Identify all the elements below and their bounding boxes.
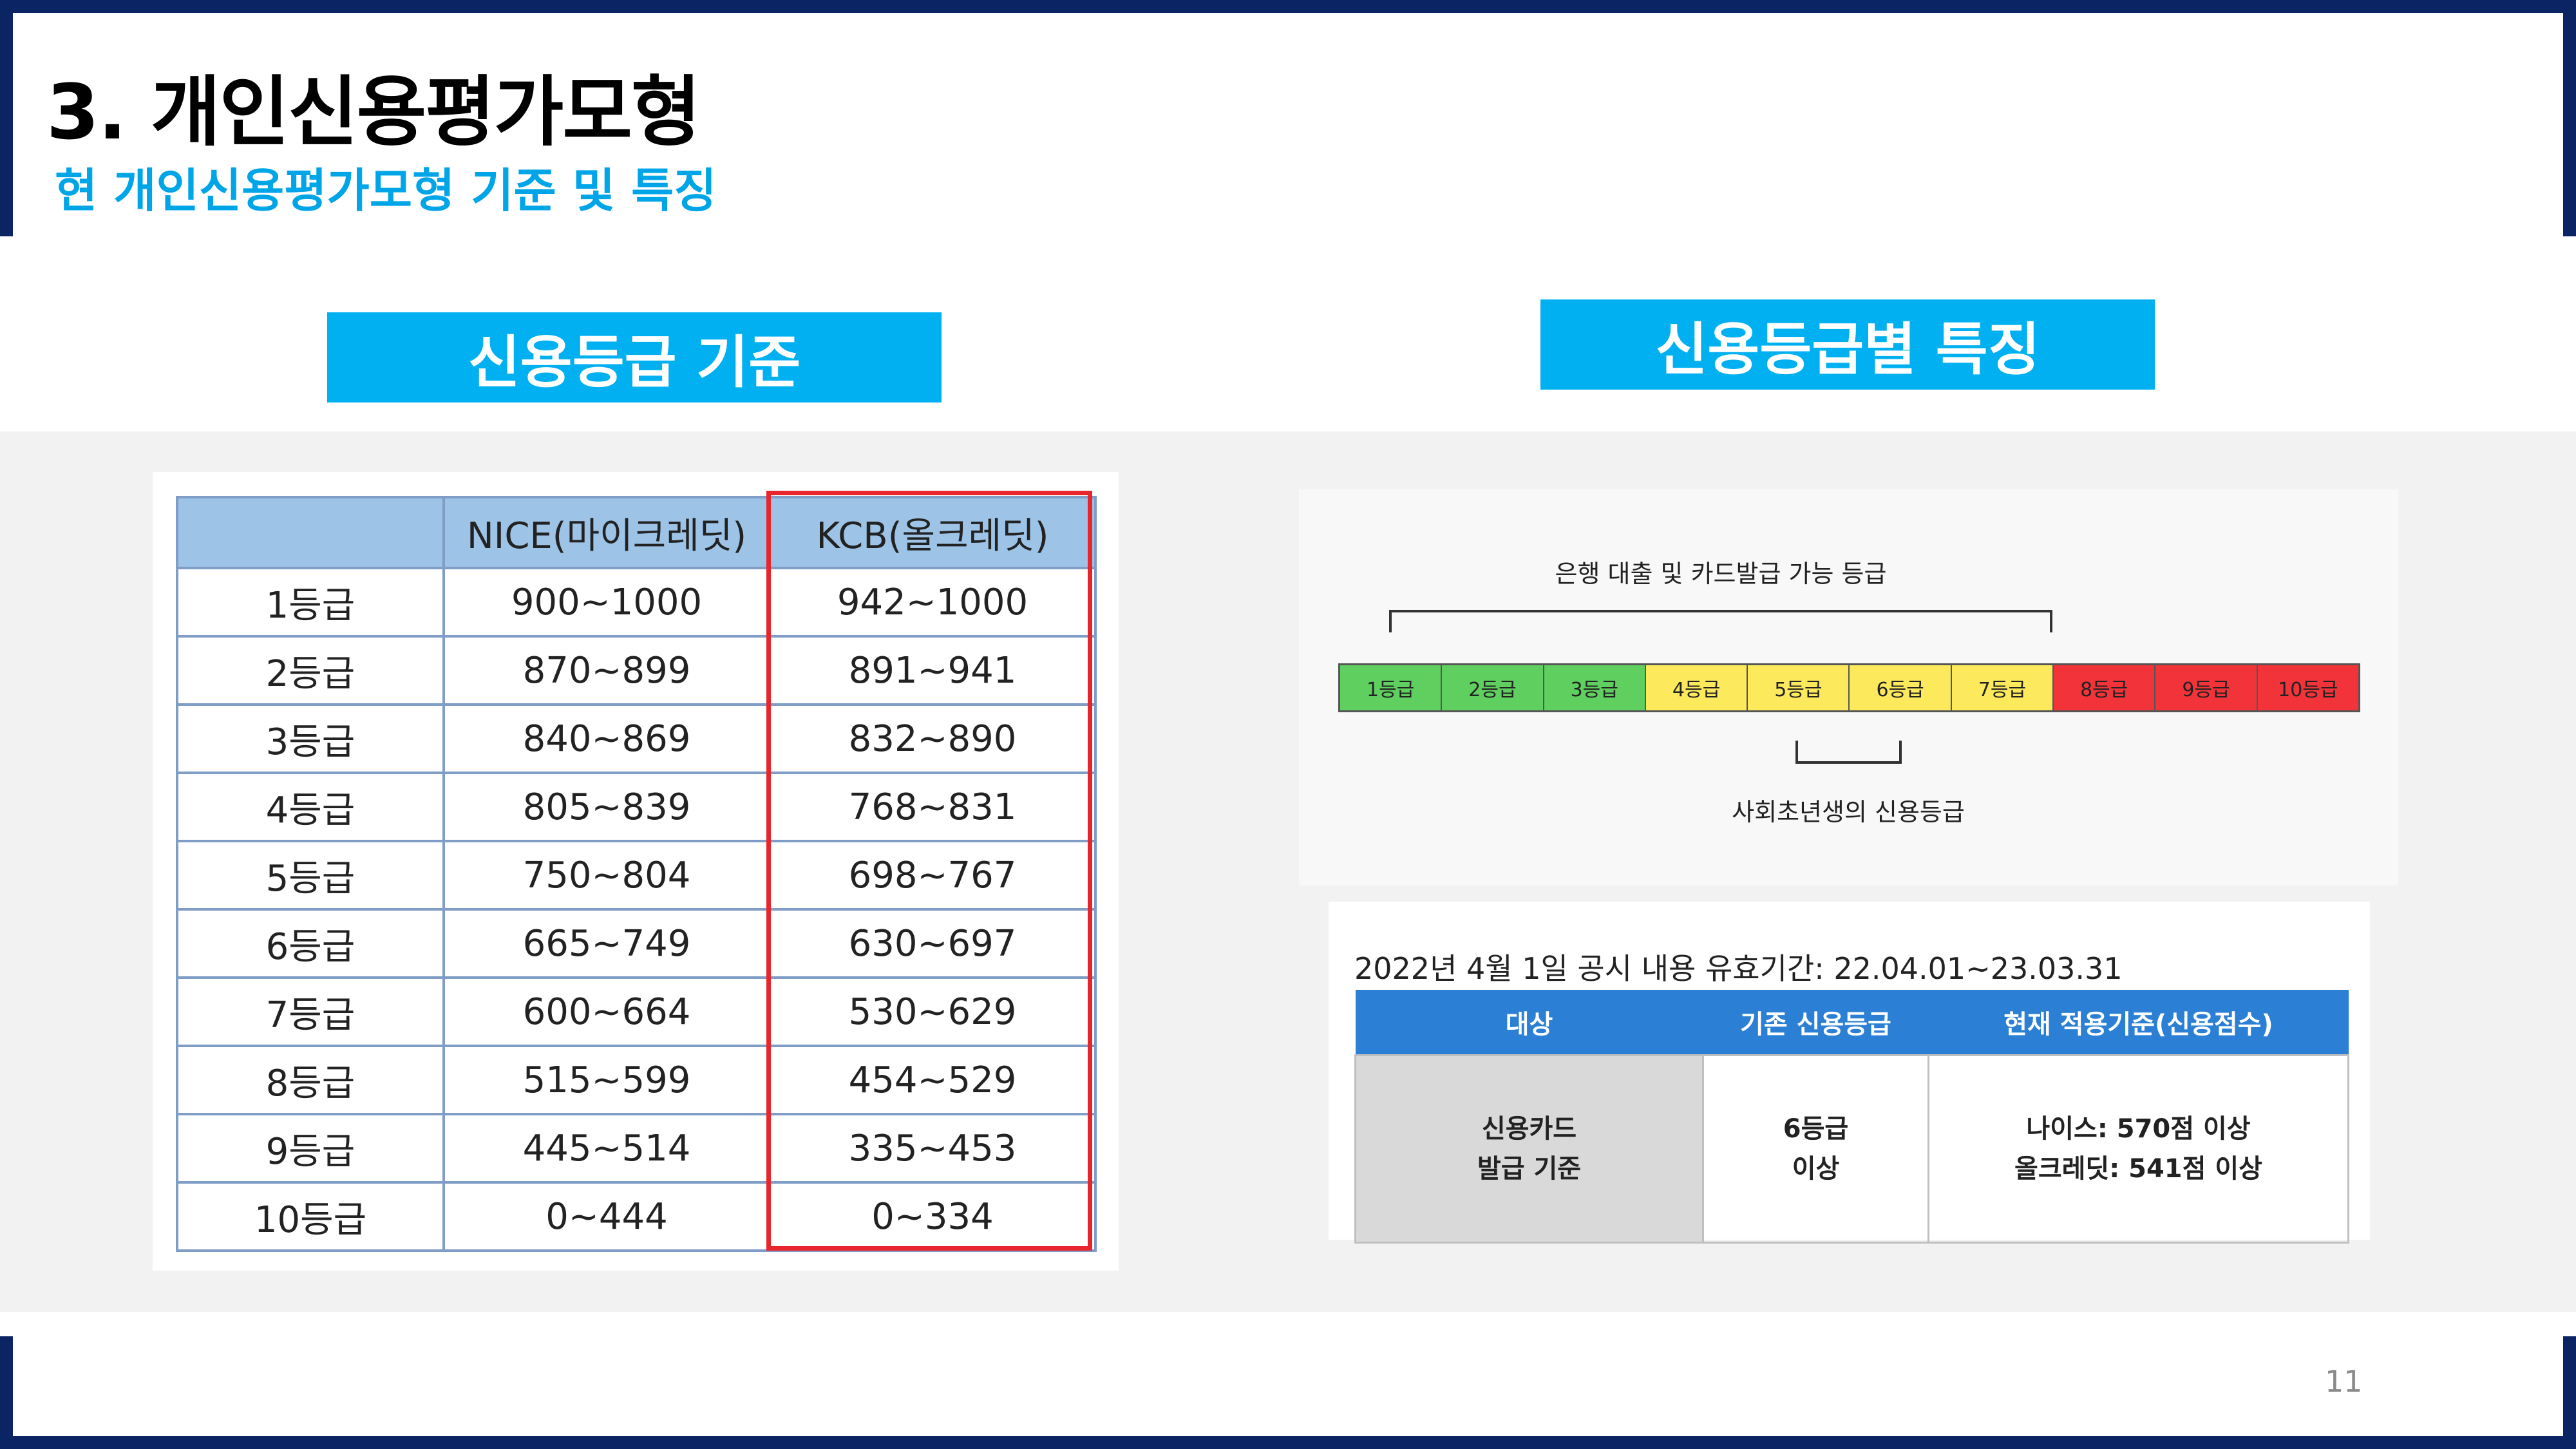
header-grade [176, 496, 445, 569]
left-frame-accent-top [0, 13, 13, 236]
table-row: 7등급 600~664 530~629 [176, 976, 1097, 1047]
grade-cell: 3등급 [176, 703, 445, 774]
nice-score-cell: 870~899 [442, 635, 771, 706]
kcb-score-cell: 698~767 [768, 840, 1097, 911]
table-row: 신용카드 발급 기준 6등급 이상 나이스: 570점 이상 올크레딧: 541… [1354, 1054, 2349, 1244]
top-frame-bar [0, 0, 2576, 13]
nice-score-cell: 665~749 [442, 908, 771, 979]
grade-segment: 8등급 [2054, 665, 2156, 710]
table-row: 9등급 445~514 335~453 [176, 1113, 1097, 1184]
header-target: 대상 [1355, 990, 1703, 1056]
kcb-score-cell: 630~697 [768, 908, 1097, 979]
nice-score-cell: 840~869 [442, 703, 771, 774]
grade-segment: 1등급 [1340, 665, 1443, 710]
nice-score-cell: 805~839 [442, 772, 771, 842]
grade-segment: 6등급 [1850, 665, 1952, 710]
page-subtitle: 현 개인신용평가모형 기준 및 특징 [55, 164, 717, 218]
table-row: 4등급 805~839 768~831 [176, 772, 1097, 842]
target-cell: 신용카드 발급 기준 [1354, 1054, 1704, 1244]
grade-segment: 2등급 [1442, 665, 1544, 710]
grade-cell: 4등급 [176, 772, 445, 842]
kcb-score-cell: 832~890 [768, 703, 1097, 774]
grade-cell: 5등급 [176, 840, 445, 911]
grade-segment: 7등급 [1951, 665, 2054, 710]
score-line: 올크레딧: 541점 이상 [2014, 1154, 2262, 1184]
table-row: 5등급 750~804 698~767 [176, 840, 1097, 911]
grade-cell: 10등급 [176, 1181, 445, 1252]
current-criteria-cell: 나이스: 570점 이상 올크레딧: 541점 이상 [1927, 1054, 2349, 1244]
bank-eligible-bracket [1389, 610, 2052, 632]
kcb-score-cell: 942~1000 [768, 567, 1097, 638]
page-number: 11 [2325, 1364, 2363, 1399]
table-row: 2등급 870~899 891~941 [176, 635, 1097, 706]
kcb-score-cell: 891~941 [768, 635, 1097, 706]
target-line: 신용카드 [1481, 1114, 1577, 1144]
header-current-criteria: 현재 적용기준(신용점수) [1928, 990, 2349, 1056]
grade-segment: 9등급 [2155, 665, 2258, 710]
grade-cell: 9등급 [176, 1113, 445, 1184]
right-frame-accent-bottom [2563, 1336, 2576, 1436]
left-frame-accent-bottom [0, 1336, 13, 1436]
score-line: 나이스: 570점 이상 [2026, 1114, 2251, 1144]
grade-scale-bar: 1등급 2등급 3등급 4등급 5등급 6등급 7등급 8등급 9등급 10등급 [1338, 663, 2360, 712]
grade-line: 6등급 [1783, 1114, 1849, 1144]
header-kcb: KCB(올크레딧) [768, 496, 1097, 569]
table-row: 3등급 840~869 832~890 [176, 703, 1097, 774]
kcb-score-cell: 335~453 [768, 1113, 1097, 1184]
grade-criteria-table: NICE(마이크레딧) KCB(올크레딧) 1등급 900~1000 942~1… [176, 496, 1097, 1252]
nice-score-cell: 750~804 [442, 840, 771, 911]
nice-score-cell: 0~444 [442, 1181, 771, 1252]
newcomer-bracket [1795, 741, 1902, 764]
right-frame-accent-top [2563, 13, 2576, 236]
header-nice: NICE(마이크레딧) [442, 496, 771, 569]
newcomer-grade-label: 사회초년생의 신용등급 [1732, 798, 1965, 826]
card-issuance-table: 대상 기존 신용등급 현재 적용기준(신용점수) 신용카드 발급 기준 6등급 … [1354, 990, 2349, 1244]
kcb-score-cell: 768~831 [768, 772, 1097, 842]
grade-segment: 5등급 [1748, 665, 1850, 710]
header-previous-grade: 기존 신용등급 [1703, 990, 1929, 1056]
info-header-row: 대상 기존 신용등급 현재 적용기준(신용점수) [1355, 990, 2349, 1056]
target-line: 발급 기준 [1477, 1154, 1582, 1184]
table-row: 1등급 900~1000 942~1000 [176, 567, 1097, 638]
bottom-frame-bar [0, 1436, 2576, 1449]
kcb-score-cell: 454~529 [768, 1045, 1097, 1115]
grade-segment: 3등급 [1544, 665, 1646, 710]
grade-segment: 4등급 [1645, 665, 1748, 710]
table-header-row: NICE(마이크레딧) KCB(올크레딧) [176, 496, 1097, 569]
disclosure-caption: 2022년 4월 1일 공시 내용 유효기간: 22.04.01~23.03.3… [1354, 951, 2123, 986]
credit-grade-features-button[interactable]: 신용등급별 특징 [1540, 299, 2155, 390]
nice-score-cell: 600~664 [442, 976, 771, 1047]
nice-score-cell: 900~1000 [442, 567, 771, 638]
page-title: 3. 개인신용평가모형 [46, 68, 701, 156]
nice-score-cell: 445~514 [442, 1113, 771, 1184]
grade-cell: 8등급 [176, 1045, 445, 1115]
grade-segment: 10등급 [2257, 665, 2358, 710]
kcb-highlight-box [766, 491, 1092, 1251]
previous-grade-cell: 6등급 이상 [1702, 1054, 1929, 1244]
nice-score-cell: 515~599 [442, 1045, 771, 1115]
kcb-score-cell: 530~629 [768, 976, 1097, 1047]
grade-cell: 7등급 [176, 976, 445, 1047]
grade-cell: 6등급 [176, 908, 445, 979]
bank-eligible-label: 은행 대출 및 카드발급 가능 등급 [1555, 560, 1887, 588]
grade-cell: 1등급 [176, 567, 445, 638]
table-row: 8등급 515~599 454~529 [176, 1045, 1097, 1115]
table-row: 6등급 665~749 630~697 [176, 908, 1097, 979]
grade-cell: 2등급 [176, 635, 445, 706]
credit-grade-criteria-button[interactable]: 신용등급 기준 [327, 312, 942, 402]
grade-line: 이상 [1792, 1154, 1840, 1184]
